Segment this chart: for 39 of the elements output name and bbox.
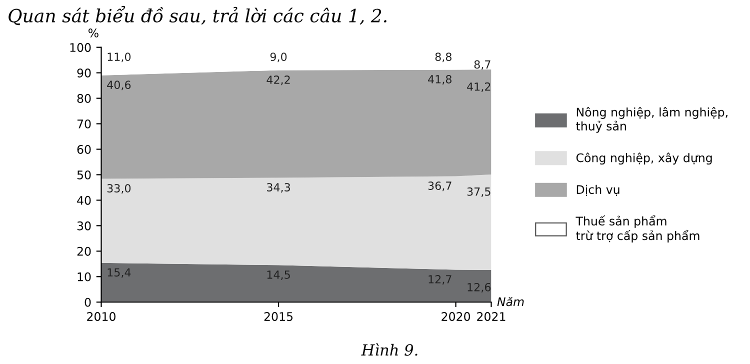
data-label: 8,8 [435,52,452,62]
legend-label: Dịch vụ [576,184,620,196]
data-label: 41,2 [467,82,490,92]
y-tick-label: 90 [77,68,91,78]
data-label: 33,0 [107,184,131,194]
y-tick-label: 40 [77,196,91,205]
y-tick-label: 30 [77,221,91,230]
y-tick-label: 80 [77,94,91,103]
legend-label: Thuế sản phẩm trừ trợ cấp sản phẩm [576,215,700,242]
data-label: 42,2 [266,76,290,86]
y-tick-label: 60 [77,144,91,154]
chart-title: Quan sát biểu đồ sau, trả lời các câu 1, 2. [8,6,386,26]
data-label: 12,6 [468,282,491,292]
x-tick-label: 2015 [264,312,293,321]
data-label: 9,0 [270,52,287,62]
data-label: 8,7 [474,60,490,70]
data-label: 40,6 [107,80,131,90]
data-label: 37,5 [467,187,490,197]
data-label: 34,3 [267,183,290,193]
data-label: 41,8 [428,75,452,85]
y-tick-label: 20 [77,246,91,256]
y-tick-label: 70 [77,119,91,128]
x-axis-title: Năm [497,296,524,306]
y-axis-title: % [88,28,98,38]
x-tick-label: 2020 [442,312,470,321]
legend-label: Công nghiệp, xây dựng [576,152,712,165]
data-label: 14,5 [267,270,290,280]
x-tick-label: 2021 [477,312,506,321]
y-tick-label: 0 [84,298,91,307]
data-label: 11,0 [108,52,131,62]
y-tick-label: 50 [77,170,91,180]
data-label: 15,4 [108,268,131,278]
data-label: 36,7 [428,182,452,192]
y-tick-label: 100 [70,43,91,52]
x-tick-label: 2010 [87,312,116,321]
data-label: 12,7 [428,275,452,285]
text: Hình 9. [361,343,418,356]
y-tick-label: 10 [78,272,91,282]
legend-label: Nông nghiệp, lâm nghiệp, thuỷ sản [576,106,728,133]
